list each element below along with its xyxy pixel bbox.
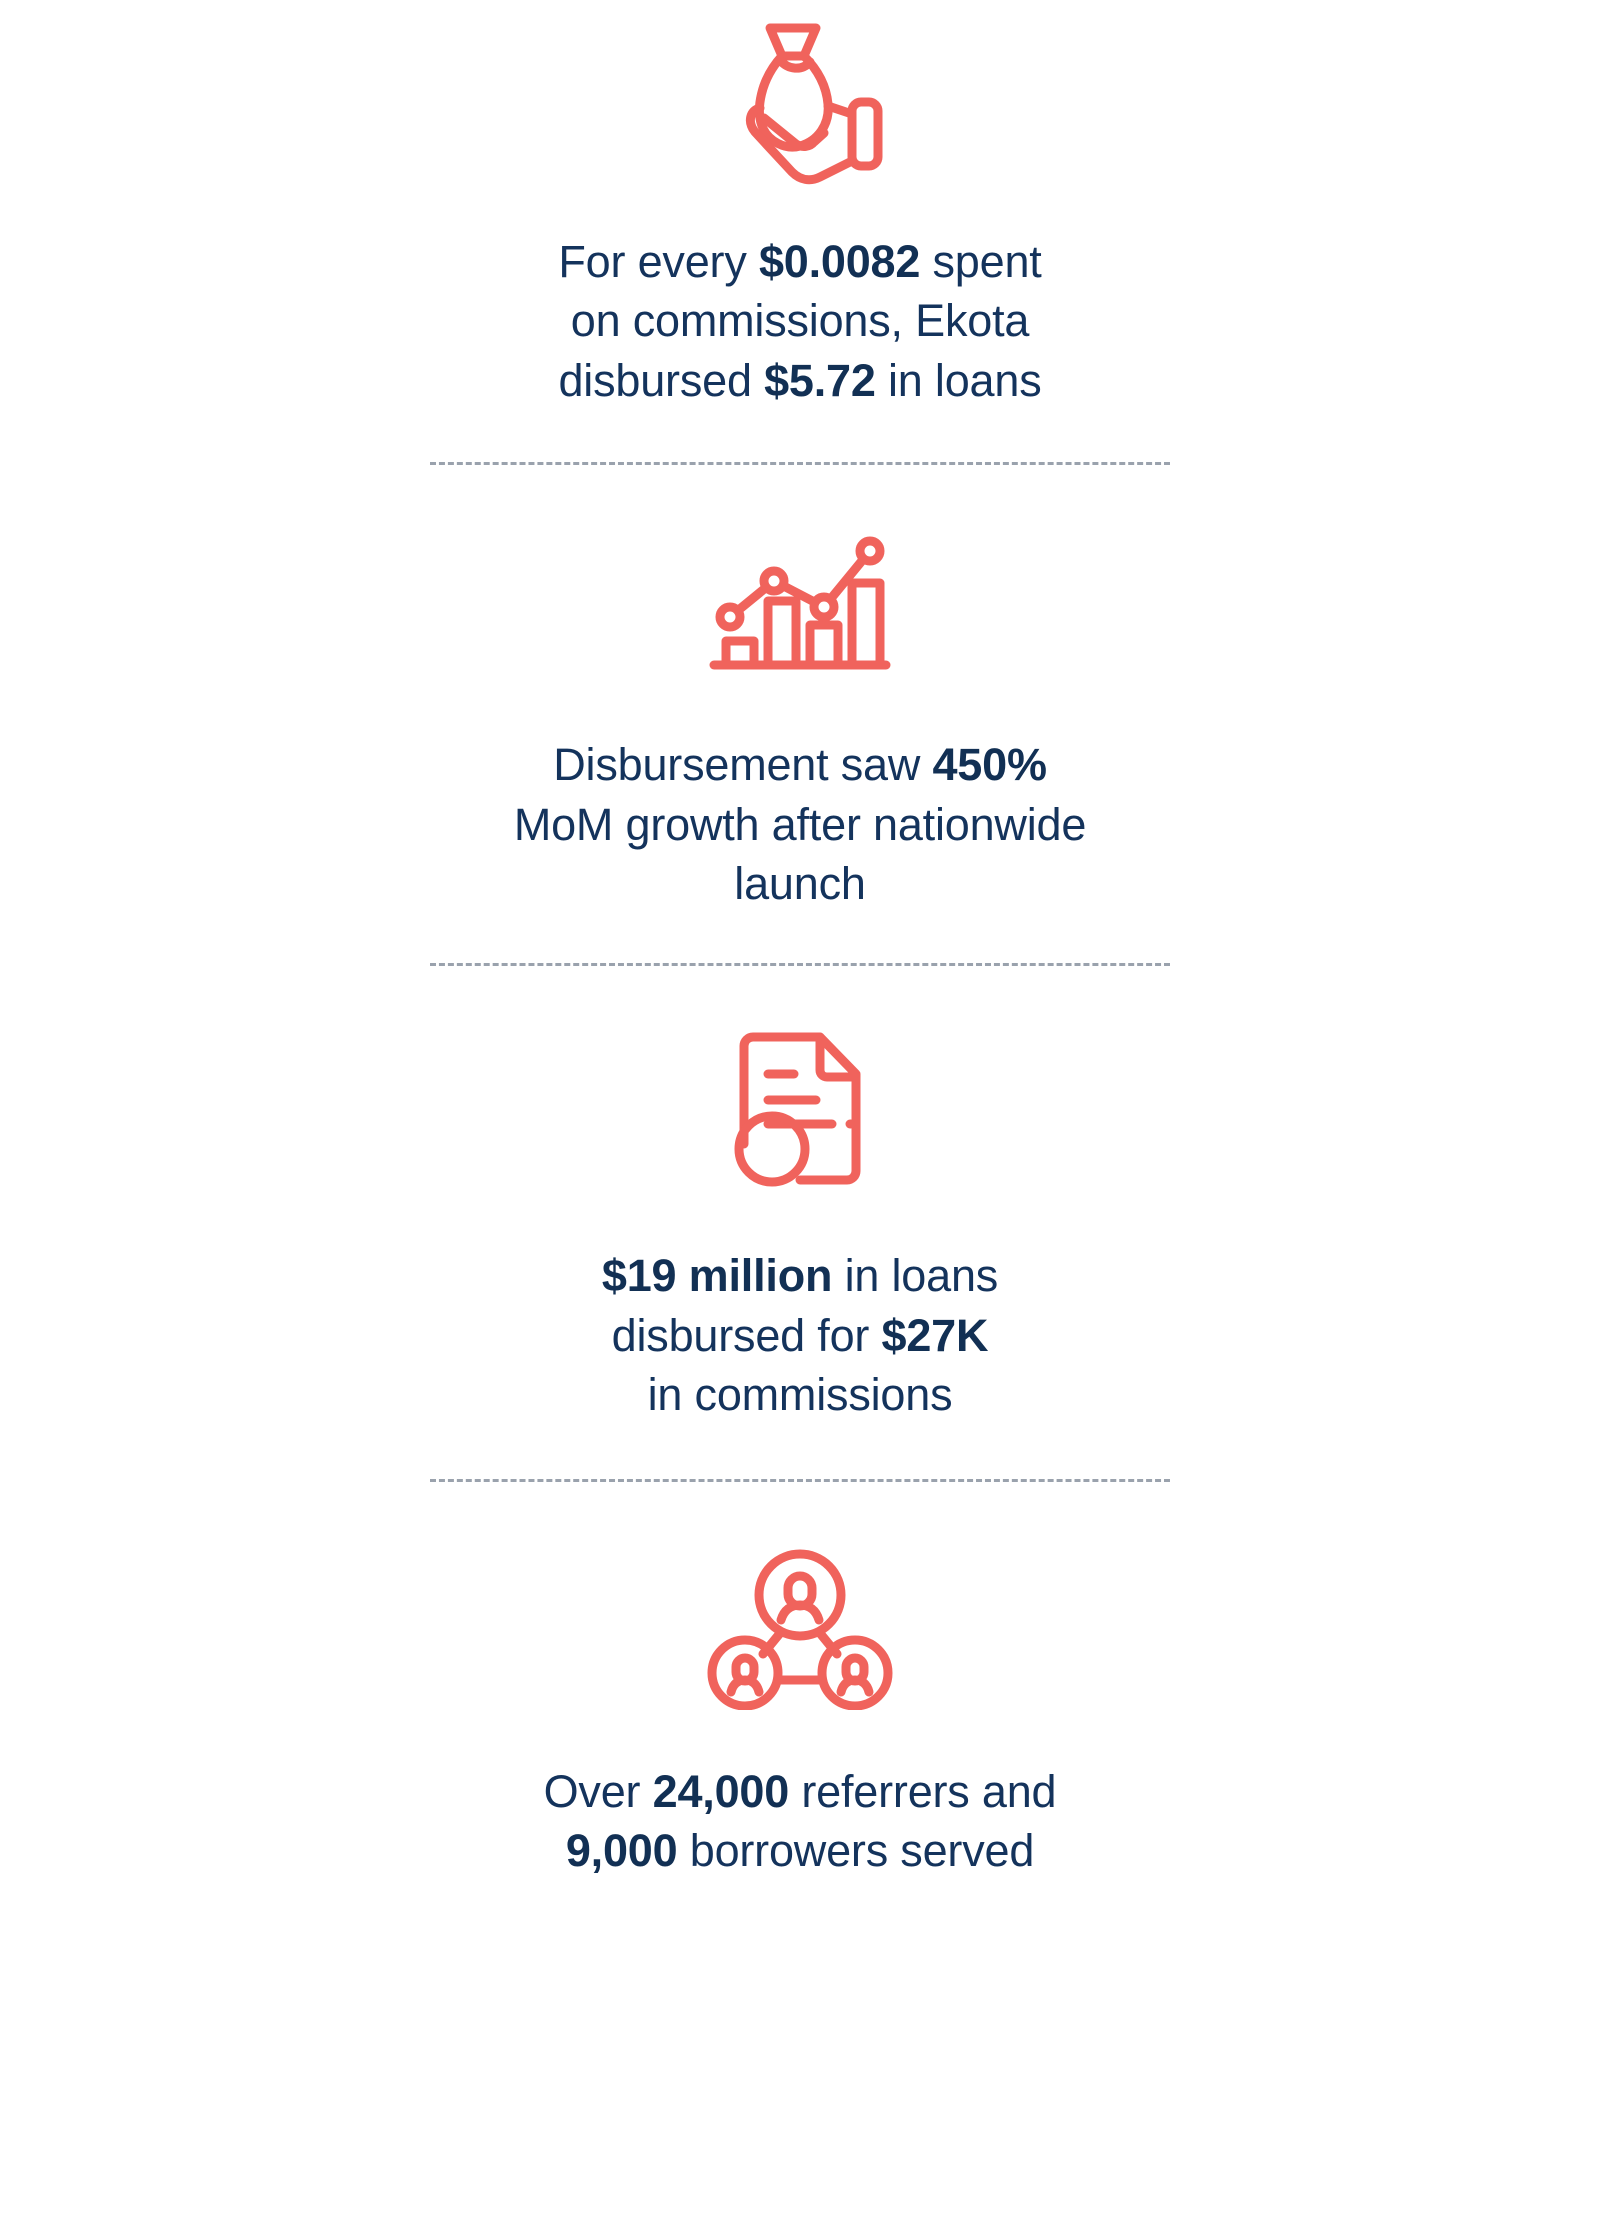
body-text: on commissions, Ekota	[570, 295, 1030, 347]
body-text: disbursed	[558, 354, 765, 406]
body-text: MoM growth after nationwide	[513, 798, 1087, 850]
body-text: disbursed for	[611, 1309, 882, 1361]
body-text: Over	[543, 1765, 653, 1817]
highlight-value: 24,000	[652, 1765, 790, 1817]
highlight-value: $0.0082	[758, 236, 921, 287]
stat-text-2: Disbursement saw 450% MoM growth after na…	[513, 735, 1087, 913]
body-text: in loans	[875, 354, 1042, 406]
highlight-value: $5.72	[764, 354, 876, 406]
growth-bar-chart-icon	[700, 525, 900, 685]
divider-after-stat-2	[430, 963, 1170, 967]
stat-text-1: For every $0.0082 spent on commissions, E…	[558, 232, 1041, 410]
divider-after-stat-3	[430, 1478, 1170, 1482]
body-text: in loans	[832, 1250, 999, 1302]
body-text: referrers and	[789, 1765, 1057, 1817]
body-text: in commissions	[647, 1369, 953, 1421]
referral-network-people-icon	[705, 1540, 895, 1710]
money-bag-in-hand-icon	[700, 14, 900, 194]
stat-block-2: Disbursement saw 450% MoM growth after na…	[0, 465, 1600, 913]
loan-document-icon	[710, 1026, 890, 1196]
body-text: launch	[734, 857, 866, 909]
body-text: Disbursement saw	[553, 739, 933, 791]
stat-block-3: $19 million in loans disbursed for $27K in…	[0, 966, 1600, 1424]
body-text: spent	[920, 236, 1042, 287]
divider-after-stat-1	[430, 462, 1170, 466]
highlight-value: 450%	[932, 739, 1047, 791]
stat-text-4: Over 24,000 referrers and 9,000 borrowers…	[544, 1762, 1057, 1881]
highlight-value: $19 million	[601, 1250, 833, 1302]
body-text: borrowers served	[677, 1824, 1035, 1876]
stat-text-3: $19 million in loans disbursed for $27K in…	[602, 1246, 998, 1424]
highlight-value: 9,000	[565, 1824, 678, 1876]
body-text: For every	[558, 236, 759, 287]
stat-block-1: For every $0.0082 spent on commissions, E…	[0, 0, 1600, 410]
stat-block-4: Over 24,000 referrers and 9,000 borrowers…	[0, 1482, 1600, 1881]
highlight-value: $27K	[881, 1309, 989, 1361]
